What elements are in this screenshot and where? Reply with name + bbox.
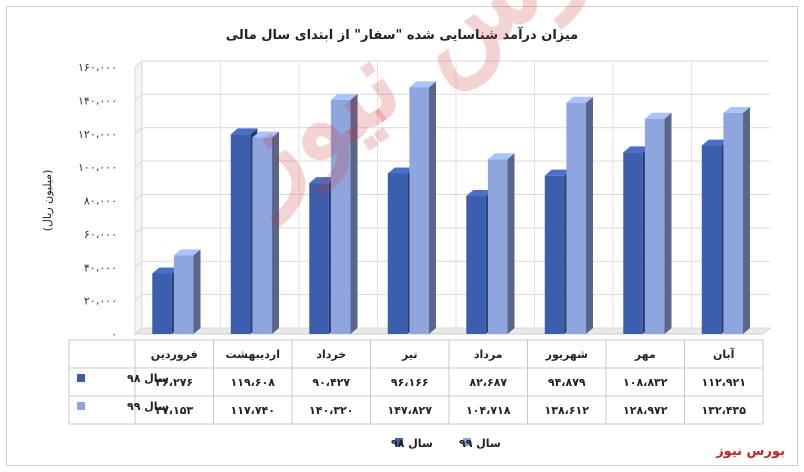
bar: [309, 183, 329, 334]
y-tick-label: ۲۰،۰۰۰: [84, 295, 117, 308]
bar: [623, 152, 643, 334]
data-label: ۸۲،۶۸۷: [469, 376, 507, 389]
data-label: ۹۴،۸۷۹: [548, 376, 586, 389]
chart-floor: [133, 327, 772, 335]
gridline-depth: [134, 127, 143, 135]
data-table-border: [68, 339, 764, 425]
bar: [566, 102, 587, 334]
data-label: ۱۳۲،۴۳۵: [702, 404, 747, 417]
x-tick-label: آبان: [713, 347, 735, 361]
data-label: ۱۰۴،۷۱۸: [466, 404, 511, 417]
y-tick-label: ۱۰۰،۰۰۰: [78, 161, 117, 174]
gridline-depth: [134, 294, 143, 302]
data-label: ۱۲۸،۹۷۲: [623, 404, 668, 417]
legend-key: [463, 438, 471, 446]
bar-top: [230, 128, 258, 135]
bar-side: [586, 96, 594, 334]
gridline-depth: [134, 160, 143, 168]
data-label: ۱۳۸،۶۱۲: [545, 404, 590, 417]
x-tick-label: مرداد: [474, 348, 503, 361]
y-tick-label: ۱۴۰،۰۰۰: [78, 94, 117, 107]
data-table-legend-key: [77, 374, 85, 382]
gridline-depth: [134, 260, 143, 268]
bar: [173, 255, 194, 334]
bar: [330, 99, 351, 334]
bar: [487, 159, 508, 334]
bar: [387, 173, 408, 334]
bar-side: [507, 153, 515, 334]
x-tick-label: تیر: [401, 348, 417, 361]
legend-label: سال ۹۹: [459, 437, 501, 450]
bar-top: [701, 139, 729, 146]
y-tick-label: ۱۶۰،۰۰۰: [78, 61, 117, 74]
bar-top: [566, 96, 594, 103]
bar-top: [152, 267, 179, 274]
brand-logo-text: بورس نیوز: [716, 444, 785, 459]
data-label: ۹۰،۴۲۷: [312, 376, 350, 389]
chart-frame: میزان درآمد شناسایی شده "سفار" از ابتدای…: [6, 0, 798, 466]
gridline-depth: [134, 227, 143, 235]
bar-side: [193, 249, 201, 334]
bar: [644, 118, 665, 334]
y-tick-label: ۴۰،۰۰۰: [84, 261, 117, 274]
legend-label: سال ۹۸: [391, 437, 433, 450]
bar: [152, 273, 172, 334]
chart-title: میزان درآمد شناسایی شده "سفار" از ابتدای…: [226, 26, 578, 43]
data-table-legend-key: [77, 402, 85, 410]
bar-side: [350, 93, 358, 334]
data-label: ۱۰۸،۸۳۲: [623, 376, 668, 389]
chart: میزان درآمد شناسایی شده "سفار" از ابتدای…: [41, 26, 772, 450]
bar-top: [330, 93, 358, 100]
data-table-series-label: سال ۹۹: [127, 400, 169, 413]
x-tick-label: اردیبهشت: [226, 348, 280, 361]
bar-top: [623, 146, 650, 153]
bar-side: [429, 81, 437, 334]
legend-key: [395, 438, 403, 446]
x-tick-label: مهر: [634, 348, 656, 361]
data-label: ۱۱۷،۷۴۰: [231, 404, 275, 417]
bar-top: [173, 249, 201, 256]
gridline-depth: [134, 60, 143, 68]
data-label: ۳۶،۲۷۶: [155, 376, 193, 389]
y-axis-label: (میلیون ریال): [41, 170, 54, 232]
y-tick-label: ۸۰،۰۰۰: [84, 195, 117, 208]
y-tick-label: ۱۲۰،۰۰۰: [78, 128, 117, 141]
y-tick-label: ۰: [111, 328, 117, 341]
gridline-depth: [134, 194, 143, 201]
bar-top: [252, 131, 280, 138]
bar-top: [723, 106, 751, 113]
bar-top: [466, 190, 493, 197]
data-label: ۱۱۹،۶۰۸: [231, 376, 276, 389]
data-label: ۱۴۷،۸۲۷: [388, 404, 433, 417]
data-table-series-label: سال ۹۸: [127, 372, 169, 385]
bar-side: [272, 131, 280, 334]
x-tick-label: فروردین: [151, 348, 198, 361]
bar-top: [309, 177, 336, 184]
x-tick-label: خرداد: [316, 348, 346, 361]
bar-side: [664, 112, 672, 334]
data-label: ۴۷،۱۵۳: [155, 404, 193, 417]
bar: [409, 87, 430, 334]
bar: [544, 175, 565, 334]
bar-top: [409, 81, 437, 88]
bar-top: [387, 167, 415, 174]
bar-top: [644, 112, 672, 119]
data-label: ۱۱۲،۹۲۱: [702, 376, 746, 389]
bar: [252, 137, 273, 334]
bar: [723, 112, 744, 335]
bar-top: [544, 169, 572, 176]
gridline-depth: [134, 327, 143, 335]
data-label: ۹۶،۱۶۶: [391, 376, 429, 389]
bar-top: [487, 153, 515, 160]
bar-side: [743, 106, 751, 335]
bar: [230, 134, 251, 334]
bar: [701, 145, 722, 334]
x-tick-label: شهریور: [545, 348, 588, 361]
y-tick-label: ۶۰،۰۰۰: [84, 228, 117, 241]
data-label: ۱۴۰،۳۲۰: [309, 404, 353, 417]
gridline-depth: [134, 93, 143, 101]
bar: [466, 196, 486, 334]
